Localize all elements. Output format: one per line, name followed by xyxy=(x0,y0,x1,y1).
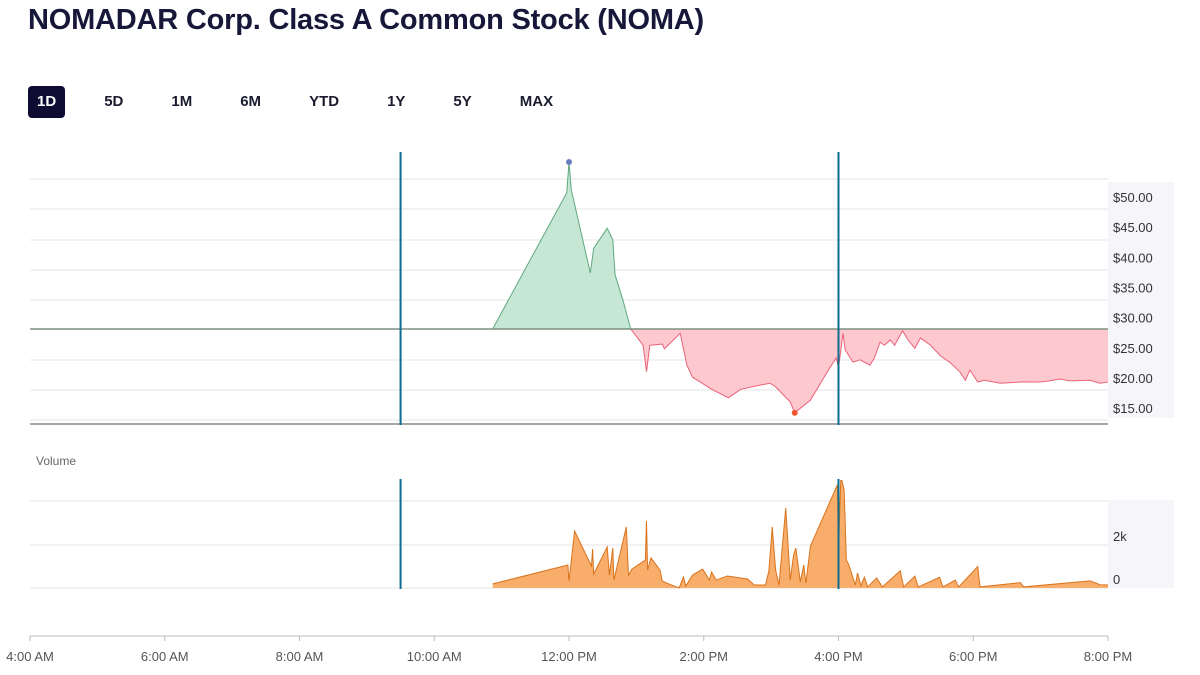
volume-tick-label: 2k xyxy=(1113,529,1127,544)
price-area-below-close xyxy=(630,328,1108,413)
volume-line xyxy=(492,480,1109,589)
volume-tick-label: 0 xyxy=(1113,572,1120,587)
x-tick-label: 10:00 AM xyxy=(407,649,462,664)
x-tick-label: 12:00 PM xyxy=(541,649,597,664)
page-title: NOMADAR Corp. Class A Common Stock (NOMA… xyxy=(28,4,705,36)
tab-1m[interactable]: 1M xyxy=(171,93,193,110)
price-tick-label: $15.00 xyxy=(1113,401,1153,416)
low-marker xyxy=(791,409,798,416)
tab-ytd[interactable]: YTD xyxy=(309,93,340,110)
tab-1d[interactable]: 1D xyxy=(28,86,66,118)
volume-area xyxy=(492,480,1108,588)
x-tick-label: 6:00 AM xyxy=(141,649,189,664)
price-tick-label: $20.00 xyxy=(1113,371,1153,386)
range-tabs: 1D 5D 1M 6M YTD 1Y 5Y MAX xyxy=(28,86,592,118)
x-tick-label: 4:00 AM xyxy=(6,649,54,664)
price-tick-label: $40.00 xyxy=(1113,250,1153,265)
price-tick-label: $50.00 xyxy=(1113,190,1153,205)
high-marker xyxy=(566,158,572,165)
price-tick-label: $30.00 xyxy=(1113,311,1153,326)
tab-6m[interactable]: 6M xyxy=(240,93,262,110)
volume-axis-background xyxy=(1108,500,1174,588)
tab-max[interactable]: MAX xyxy=(519,93,554,110)
price-line-below-close xyxy=(492,328,1109,414)
price-area-above-close xyxy=(492,161,1108,329)
price-tick-label: $25.00 xyxy=(1113,341,1153,356)
x-tick-label: 4:00 PM xyxy=(814,649,862,664)
tab-5d[interactable]: 5D xyxy=(104,93,124,110)
x-tick-label: 6:00 PM xyxy=(949,649,997,664)
price-tick-label: $35.00 xyxy=(1113,280,1153,295)
price-tick-label: $45.00 xyxy=(1113,220,1153,235)
x-tick-label: 8:00 PM xyxy=(1084,649,1132,664)
volume-title: Volume xyxy=(36,454,76,468)
tab-5y[interactable]: 5Y xyxy=(453,93,472,110)
tab-1y[interactable]: 1Y xyxy=(387,93,406,110)
x-tick-label: 2:00 PM xyxy=(680,649,728,664)
price-axis-background xyxy=(1108,182,1174,418)
x-tick-label: 8:00 AM xyxy=(276,649,324,664)
